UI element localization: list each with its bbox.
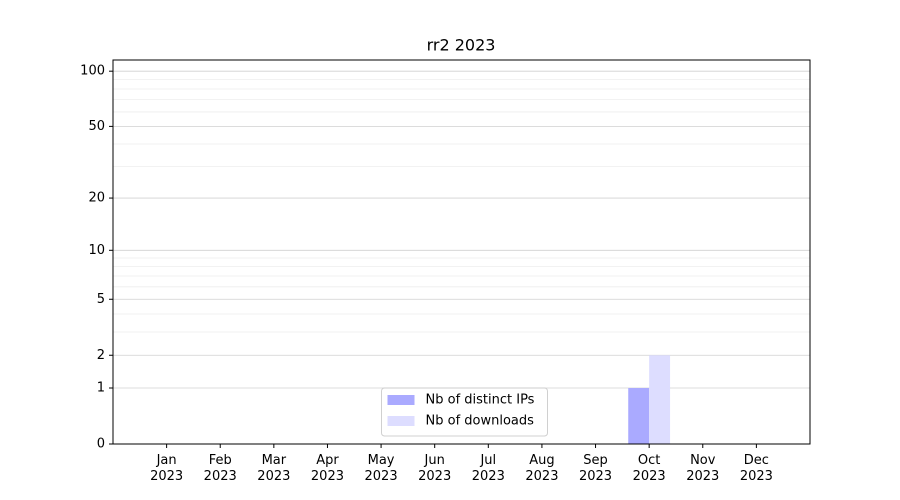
x-tick-label: May 2023 (364, 453, 398, 484)
y-tick-label: 10 (88, 243, 105, 258)
y-tick-label: 20 (88, 191, 105, 206)
y-tick-label: 0 (97, 437, 105, 452)
x-tick-label: Jun 2023 (418, 453, 452, 484)
x-tick-label: Nov 2023 (686, 453, 720, 484)
y-tick-label: 50 (88, 119, 105, 134)
legend-label: Nb of downloads (426, 414, 535, 429)
x-tick-label: Mar 2023 (257, 453, 291, 484)
x-tick-label: Sep 2023 (578, 453, 613, 484)
legend-box (381, 387, 548, 437)
x-tick-label: Dec 2023 (739, 453, 773, 484)
y-tick-label: 1 (97, 381, 105, 396)
legend: Nb of distinct IPs Nb of downloads (381, 387, 548, 437)
x-tick-label: Feb 2023 (203, 453, 237, 484)
x-tick-label: Jul 2023 (471, 453, 505, 484)
x-tick-label: Oct 2023 (632, 453, 666, 484)
y-tick-label: 2 (97, 348, 105, 363)
y-tick-label: 5 (97, 292, 105, 307)
bar (649, 355, 671, 444)
legend-swatch (387, 416, 415, 426)
legend-label: Nb of distinct IPs (426, 393, 535, 408)
y-tick-label: 100 (80, 64, 105, 79)
plot-frame (112, 59, 811, 445)
x-tick-label: Aug 2023 (525, 453, 559, 484)
chart-title: rr2 2023 (427, 36, 496, 55)
bar (628, 388, 650, 444)
x-tick-label: Apr 2023 (310, 453, 344, 484)
x-tick-label: Jan 2023 (150, 453, 184, 484)
legend-swatch (387, 395, 415, 405)
